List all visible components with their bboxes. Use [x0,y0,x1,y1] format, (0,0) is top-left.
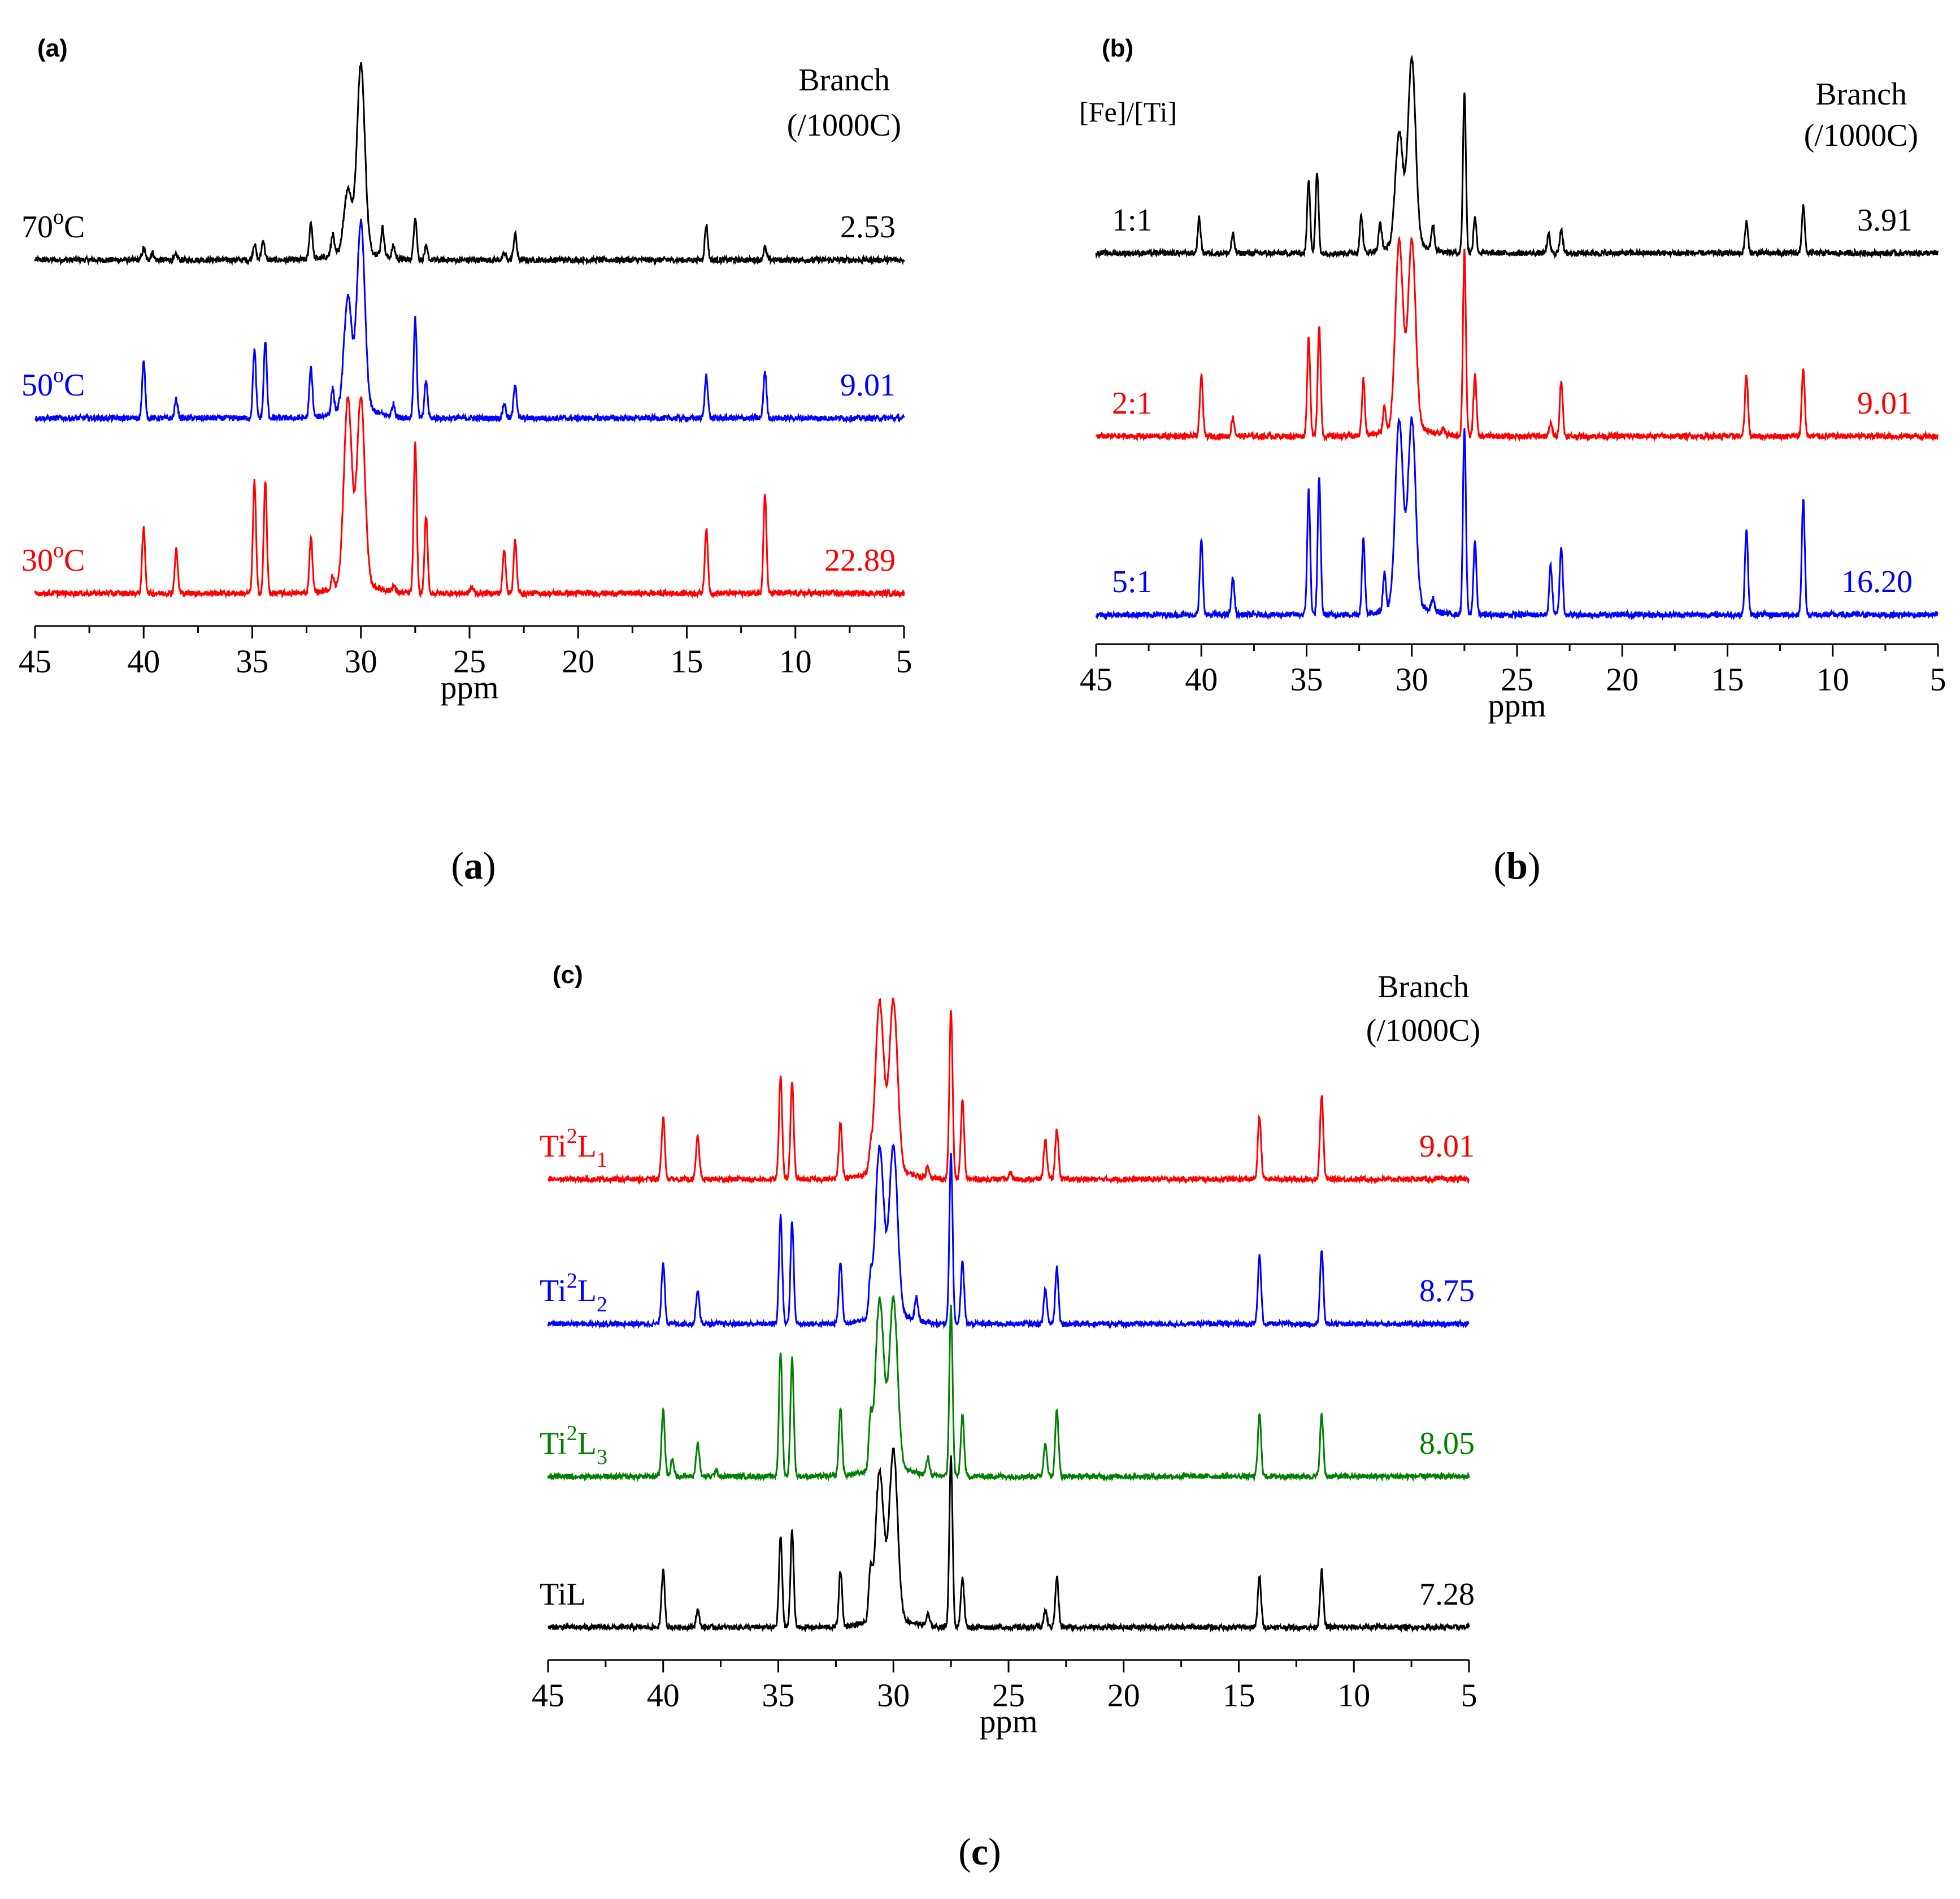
branch-header-line-1: Branch [798,63,890,98]
series-line-c-3 [547,1295,1470,1483]
panel-caption: (a) [451,844,496,887]
x-tick-label: 25 [992,1677,1025,1714]
x-tick-label: 10 [1816,661,1849,698]
series-label: Ti2L2 [540,1269,607,1316]
panel-caption: (c) [958,1830,1001,1873]
series-line-c-2 [547,1143,1470,1330]
x-tick-label: 20 [1107,1677,1140,1714]
x-tick-label: 25 [1501,661,1533,698]
x-tick-label: 5 [896,643,912,680]
x-tick-label: 45 [1080,661,1112,698]
series-line-c-1 [547,997,1470,1185]
x-tick-label: 20 [562,643,594,680]
x-axis-label: ppm [979,1703,1037,1740]
series-label: 30oC [21,538,85,578]
x-tick-label: 30 [345,643,377,680]
series-line-c-4 [547,1448,1470,1633]
series-line-b-2 [1095,235,1939,442]
panel-label: (c) [553,961,583,989]
x-tick-label: 40 [1185,661,1218,698]
branch-value: 9.01 [1419,1129,1475,1164]
series-line-b-3 [1095,415,1939,621]
series-label: 5:1 [1112,564,1153,599]
series-label: 50oC [21,363,85,403]
x-tick-label: 5 [1930,661,1946,698]
x-tick-label: 15 [671,643,703,680]
x-tick-label: 5 [1461,1677,1477,1714]
branch-value: 16.20 [1841,564,1913,599]
branch-value: 9.01 [840,368,896,403]
branch-value: 7.28 [1419,1577,1475,1612]
x-tick-label: 35 [1290,661,1323,698]
series-label: Ti2L1 [540,1124,607,1172]
x-axis-label: ppm [1488,687,1546,724]
x-tick-label: 15 [1223,1677,1255,1714]
x-tick-label: 45 [532,1677,564,1714]
branch-value: 8.75 [1419,1274,1475,1309]
series-line-a-2 [34,218,905,424]
branch-header-line-1: Branch [1377,970,1469,1005]
branch-header-line-2: (/1000C) [1366,1013,1480,1048]
x-tick-label: 10 [779,643,812,680]
x-tick-label: 30 [1396,661,1428,698]
panel-label: (a) [37,34,68,62]
x-tick-label: 45 [19,643,51,680]
series-label: 2:1 [1112,386,1153,421]
x-tick-label: 40 [127,643,160,680]
branch-value: 9.01 [1857,386,1913,421]
x-tick-label: 15 [1711,661,1744,698]
branch-value: 3.91 [1857,203,1913,238]
branch-header-line-1: Branch [1815,77,1907,112]
series-line-b-1 [1095,54,1939,259]
series-line-a-1 [34,62,905,266]
panel-caption: (b) [1493,844,1540,887]
branch-header-line-2: (/1000C) [787,108,901,143]
x-tick-label: 40 [647,1677,680,1714]
x-tick-label: 25 [453,643,486,680]
x-tick-label: 35 [236,643,269,680]
series-label: 70oC [21,205,85,245]
series-label: 1:1 [1112,203,1153,238]
series-label: TiL [540,1577,586,1612]
chart-panel-b: 1:1 3.91 2:1 9.01 5:1 16.20 45 40 35 30 25 20 15 10 5 p… [1079,34,1946,887]
branch-value: 2.53 [840,210,896,245]
chart-panel-a: 70oC 2.53 50oC 9.01 30oC 22.89 45 40 35 30 25 20 15 1… [19,34,912,887]
series-line-a-3 [34,396,905,599]
x-tick-label: 20 [1606,661,1639,698]
chart-panel-c: Ti2L1 9.01 Ti2L2 8.75 Ti2L3 8.05 TiL 7.28 45 40 35… [532,961,1480,1873]
x-tick-label: 35 [762,1677,795,1714]
x-axis-label: ppm [440,669,498,706]
x-tick-label: 10 [1337,1677,1370,1714]
branch-value: 8.05 [1419,1426,1475,1461]
series-label: Ti2L3 [540,1422,607,1469]
group-label: [Fe]/[Ti] [1079,96,1177,128]
x-tick-label: 30 [877,1677,910,1714]
panel-label: (b) [1102,34,1133,62]
branch-value: 22.89 [824,543,896,578]
branch-header-line-2: (/1000C) [1804,118,1918,153]
